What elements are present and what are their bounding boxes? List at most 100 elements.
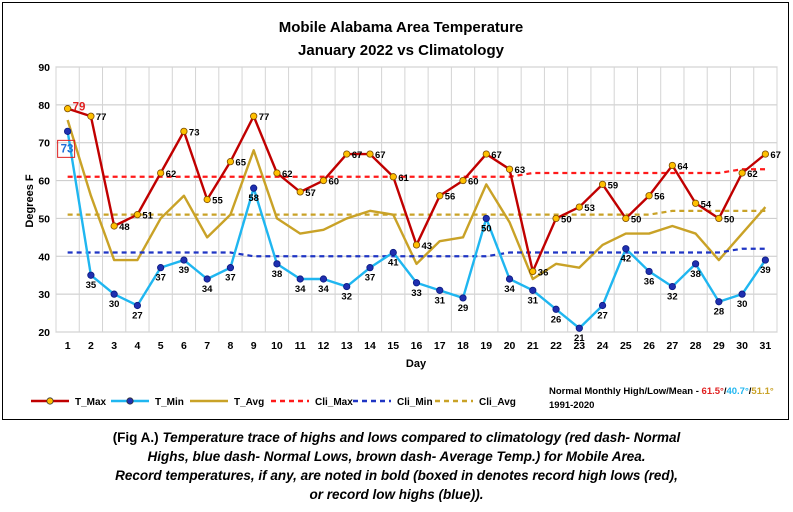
point-t-min-day-7 xyxy=(203,275,211,283)
x-tick-label-4: 4 xyxy=(134,340,140,352)
y-tick-label-80: 80 xyxy=(38,100,50,112)
data-label-t-max-day-26: 56 xyxy=(654,192,665,203)
point-t-max-day-7 xyxy=(203,195,211,204)
data-label-t-min-day-1: 73 xyxy=(61,143,74,155)
point-t-max-day-3 xyxy=(110,222,118,230)
data-label-t-max-day-17: 56 xyxy=(445,192,456,203)
data-label-t-max-day-5: 62 xyxy=(166,169,177,180)
x-tick-label-18: 18 xyxy=(457,340,469,352)
x-tick-label-15: 15 xyxy=(387,340,399,352)
data-label-t-max-day-14: 67 xyxy=(375,150,386,161)
chart-frame: 20 30 40 50 60 70 80 90 1 2 3 4 5 6 7 8 9 10 11 12 13 14 15 16 1… xyxy=(2,2,789,420)
caption-line-4: or record low highs (blue)). xyxy=(309,487,484,502)
titles: Mobile Alabama Area Temperature January … xyxy=(24,19,523,370)
point-t-max-day-12 xyxy=(319,176,328,185)
data-label-t-min-day-6: 39 xyxy=(179,265,190,276)
data-label-t-min-day-4: 27 xyxy=(132,311,143,322)
point-t-min-day-11 xyxy=(296,275,304,283)
point-t-min-day-20 xyxy=(505,275,514,283)
point-t-min-day-21 xyxy=(529,286,537,294)
point-t-min-day-12 xyxy=(319,275,328,283)
data-label-t-max-day-29: 50 xyxy=(724,214,735,225)
normals-note-high: 61.5° xyxy=(702,386,724,397)
x-tick-label-16: 16 xyxy=(411,340,423,352)
y-tick-label-70: 70 xyxy=(38,138,50,150)
point-t-max-day-9 xyxy=(250,112,258,120)
data-label-t-min-day-15: 41 xyxy=(388,258,399,269)
point-t-max-day-29 xyxy=(715,214,723,223)
x-tick-label-6: 6 xyxy=(181,340,187,352)
point-t-max-day-11 xyxy=(296,188,304,196)
data-label-t-max-day-25: 50 xyxy=(631,214,642,225)
series-line-t-avg xyxy=(66,119,767,281)
point-t-max-day-10 xyxy=(273,169,281,177)
data-label-t-min-day-27: 32 xyxy=(667,292,678,303)
x-tick-label-7: 7 xyxy=(204,340,210,352)
point-t-max-day-28 xyxy=(691,199,700,207)
point-t-min-day-29 xyxy=(715,298,723,306)
x-tick-label-3: 3 xyxy=(111,340,117,352)
data-label-t-min-day-21: 31 xyxy=(528,295,539,306)
x-tick-label-23: 23 xyxy=(573,340,585,352)
caption-line-1: (Fig A.) Temperature trace of highs and … xyxy=(0,428,793,447)
point-t-min-day-1 xyxy=(64,127,72,135)
point-t-min-day-14 xyxy=(366,264,374,272)
point-t-max-day-15 xyxy=(389,173,397,181)
data-label-t-min-day-20: 34 xyxy=(504,284,515,295)
point-t-min-day-30 xyxy=(738,290,746,298)
point-t-min-day-4 xyxy=(133,301,142,310)
caption-line-2: Highs, blue dash- Normal Lows, brown das… xyxy=(147,449,646,464)
point-t-min-day-24 xyxy=(598,301,607,310)
y-tick-label-50: 50 xyxy=(38,213,50,225)
data-label-t-min-day-25: 42 xyxy=(621,254,632,265)
point-t-min-day-19 xyxy=(482,214,490,223)
data-label-t-min-day-28: 38 xyxy=(690,269,701,280)
x-tick-label-1: 1 xyxy=(65,340,71,352)
data-label-t-max-day-9: 77 xyxy=(259,112,270,123)
x-tick-label-21: 21 xyxy=(527,340,539,352)
data-label-t-max-day-15: 61 xyxy=(398,173,409,184)
x-tick-label-25: 25 xyxy=(620,340,632,352)
data-label-t-min-day-26: 36 xyxy=(644,276,655,287)
normals-note-text: Normal Monthly High/Low/Mean - 61.5°/40.… xyxy=(549,386,774,397)
x-tick-label-19: 19 xyxy=(480,340,492,352)
x-tick-label-9: 9 xyxy=(251,340,257,352)
point-t-min-day-16 xyxy=(412,279,421,287)
point-t-max-day-2 xyxy=(87,112,95,120)
point-t-min-day-9 xyxy=(250,184,258,192)
point-t-max-day-1 xyxy=(64,105,72,113)
data-label-t-max-day-23: 53 xyxy=(584,203,595,214)
point-t-min-day-2 xyxy=(87,271,95,279)
normals-note-prefix: Normal Monthly High/Low/Mean - xyxy=(549,386,702,397)
x-tick-label-5: 5 xyxy=(158,340,164,352)
point-t-min-day-13 xyxy=(343,282,351,291)
legend-label-t-avg: T_Avg xyxy=(234,397,264,408)
data-label-t-min-day-11: 34 xyxy=(295,284,306,295)
point-t-min-day-26 xyxy=(645,267,653,276)
point-t-max-day-8 xyxy=(226,158,235,166)
data-label-t-max-day-1: 79 xyxy=(73,102,86,114)
data-label-t-max-day-10: 62 xyxy=(282,169,293,180)
data-label-t-min-day-13: 32 xyxy=(341,292,352,303)
point-t-max-day-20 xyxy=(505,165,514,173)
chart-title-line-2: January 2022 vs Climatology xyxy=(298,42,505,59)
point-t-max-day-6 xyxy=(180,127,188,135)
data-label-t-max-day-13: 67 xyxy=(352,150,363,161)
point-t-max-day-21 xyxy=(529,267,537,276)
y-tick-label-60: 60 xyxy=(38,176,50,188)
legend-label-t-min: T_Min xyxy=(155,397,184,408)
data-label-t-min-day-2: 35 xyxy=(86,280,97,291)
x-tick-label-14: 14 xyxy=(364,340,376,352)
data-label-t-max-day-21: 36 xyxy=(538,267,549,278)
point-t-max-day-17 xyxy=(436,192,444,200)
point-t-max-day-23 xyxy=(575,203,583,211)
data-label-t-max-day-18: 60 xyxy=(468,177,479,188)
legend-label-cli-avg: Cli_Avg xyxy=(479,397,516,408)
x-tick-label-20: 20 xyxy=(504,340,516,352)
y-tick-label-90: 90 xyxy=(38,62,50,74)
data-label-t-max-day-7: 55 xyxy=(212,196,223,207)
x-axis-label: Day xyxy=(406,358,427,370)
data-label-t-min-day-9: 58 xyxy=(248,193,259,204)
data-label-t-min-day-31: 39 xyxy=(760,265,771,276)
data-label-t-max-day-24: 59 xyxy=(608,180,619,191)
